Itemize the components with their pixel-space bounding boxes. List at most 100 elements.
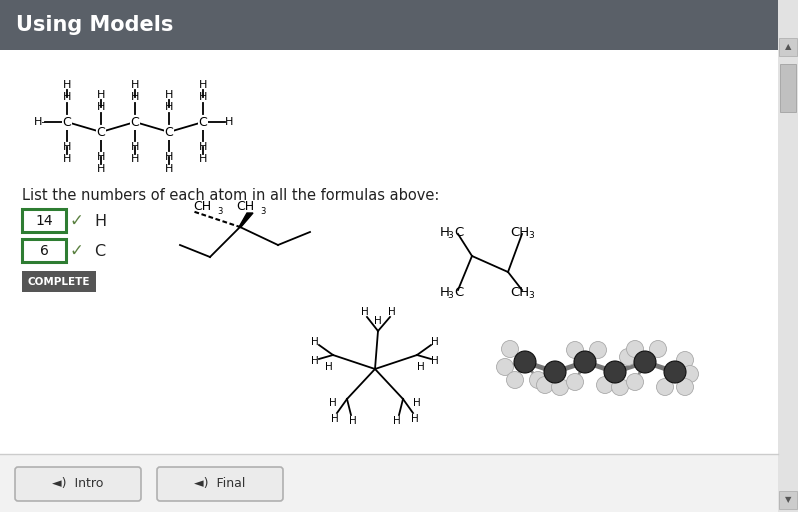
Text: H: H [94, 214, 106, 228]
Circle shape [604, 361, 626, 383]
Bar [778, 0, 798, 512]
Circle shape [567, 342, 583, 358]
Text: H: H [97, 102, 105, 112]
Text: H: H [431, 356, 439, 366]
Circle shape [657, 378, 674, 395]
Bar [22, 239, 66, 262]
Text: H: H [131, 142, 139, 152]
Text: H: H [311, 337, 319, 347]
Circle shape [664, 361, 686, 383]
Text: H: H [199, 142, 207, 152]
Text: ✓: ✓ [69, 242, 83, 260]
Text: H: H [361, 307, 369, 317]
Text: 3: 3 [528, 291, 534, 301]
Text: H: H [97, 152, 105, 162]
Circle shape [596, 376, 614, 394]
Text: CH: CH [193, 201, 211, 214]
Circle shape [626, 340, 643, 357]
Text: C: C [94, 244, 105, 259]
Text: 3: 3 [528, 231, 534, 241]
Text: H: H [131, 154, 139, 164]
Text: H: H [131, 80, 139, 90]
Bar [0, 0, 778, 50]
Circle shape [501, 340, 519, 357]
Circle shape [619, 349, 637, 366]
Text: COMPLETE: COMPLETE [28, 277, 90, 287]
Text: H: H [199, 154, 207, 164]
Bar [779, 491, 797, 509]
Text: H: H [393, 416, 401, 426]
Text: 3: 3 [217, 207, 223, 217]
Text: H: H [165, 90, 173, 100]
Text: H: H [165, 152, 173, 162]
FancyBboxPatch shape [157, 467, 283, 501]
Text: 3: 3 [260, 207, 266, 217]
Text: H: H [199, 92, 207, 102]
Text: H: H [388, 307, 396, 317]
Circle shape [677, 352, 693, 369]
Text: 3: 3 [447, 291, 452, 301]
Circle shape [574, 351, 596, 373]
Circle shape [650, 340, 666, 357]
Circle shape [544, 361, 566, 383]
Polygon shape [239, 213, 253, 227]
Circle shape [626, 373, 643, 391]
Text: H: H [350, 416, 357, 426]
Text: H: H [413, 398, 421, 408]
Text: CH: CH [510, 225, 529, 239]
FancyBboxPatch shape [15, 467, 141, 501]
Text: C: C [97, 125, 105, 139]
Text: CH: CH [510, 286, 529, 298]
Text: C: C [131, 116, 140, 129]
Text: H: H [165, 102, 173, 112]
Text: H: H [97, 90, 105, 100]
Text: H: H [440, 225, 450, 239]
Bar [0, 454, 778, 512]
Text: H: H [311, 356, 319, 366]
Text: H: H [199, 80, 207, 90]
Bar [779, 38, 797, 56]
Text: C: C [164, 125, 173, 139]
Circle shape [677, 378, 693, 395]
Circle shape [567, 373, 583, 391]
Text: C: C [199, 116, 207, 129]
Circle shape [496, 358, 513, 375]
Text: H: H [417, 362, 425, 372]
Circle shape [551, 378, 568, 395]
Text: ◄)  Final: ◄) Final [194, 478, 246, 490]
Text: H: H [411, 414, 419, 424]
Circle shape [611, 378, 629, 395]
Text: ▼: ▼ [784, 496, 792, 504]
Text: H: H [431, 337, 439, 347]
Text: ▲: ▲ [784, 42, 792, 52]
Bar [22, 271, 96, 292]
Text: 3: 3 [447, 231, 452, 241]
Text: H: H [63, 154, 71, 164]
Text: C: C [454, 225, 464, 239]
Circle shape [634, 351, 656, 373]
Circle shape [530, 372, 547, 389]
Circle shape [514, 351, 536, 373]
Circle shape [681, 366, 698, 382]
Text: List the numbers of each atom in all the formulas above:: List the numbers of each atom in all the… [22, 188, 440, 203]
Text: 14: 14 [35, 214, 53, 228]
Text: H: H [131, 92, 139, 102]
Text: C: C [454, 286, 464, 298]
Text: H: H [329, 398, 337, 408]
Text: H: H [63, 142, 71, 152]
Text: H: H [165, 164, 173, 174]
Bar [780, 64, 796, 112]
Text: 6: 6 [40, 244, 49, 258]
Bar [22, 209, 66, 232]
Text: H: H [374, 316, 382, 326]
Text: H: H [325, 362, 333, 372]
Circle shape [590, 342, 606, 358]
Text: H-: H- [34, 117, 46, 127]
Text: H: H [440, 286, 450, 298]
Text: ✓: ✓ [69, 212, 83, 230]
Text: H: H [97, 164, 105, 174]
Circle shape [536, 376, 554, 394]
Circle shape [507, 372, 523, 389]
Text: Using Models: Using Models [16, 15, 173, 35]
Text: ◄)  Intro: ◄) Intro [53, 478, 104, 490]
